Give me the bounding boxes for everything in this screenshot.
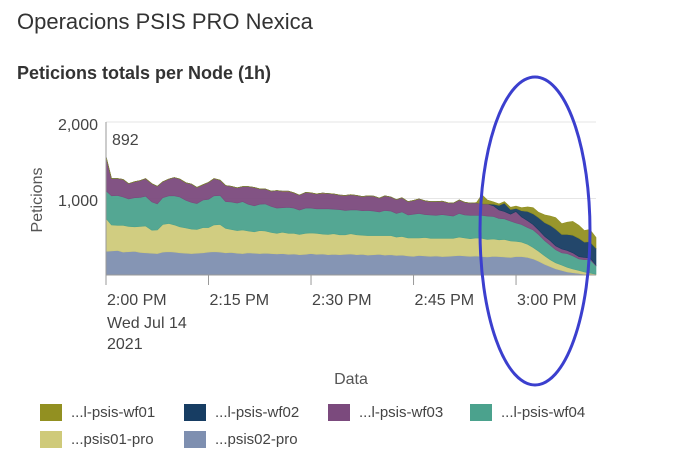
legend-swatch-wf04	[470, 404, 492, 421]
legend-swatch-psis02	[184, 431, 206, 448]
legend-label-wf03: ...l-psis-wf03	[359, 404, 444, 421]
legend-item-psis01[interactable]: ...psis01-pro	[40, 431, 154, 448]
highlight-ellipse	[478, 75, 592, 387]
legend-item-wf04[interactable]: ...l-psis-wf04	[470, 404, 585, 421]
legend-swatch-wf03	[328, 404, 350, 421]
legend-label-psis02: ...psis02-pro	[215, 431, 298, 448]
x-axis-label: Data	[334, 371, 368, 388]
y-tick-label-2000: 2,000	[58, 117, 98, 134]
x-tick-label-3: 2:45 PM	[415, 292, 475, 309]
x-tick-label-4: 3:00 PM	[517, 292, 577, 309]
legend-swatch-wf01	[40, 404, 62, 421]
chart-areas[interactable]	[105, 156, 597, 276]
dashboard-title: Operacions PSIS PRO Nexica	[17, 9, 313, 34]
chart-title: Peticions totals per Node (1h)	[17, 63, 272, 83]
legend-label-wf01: ...l-psis-wf01	[71, 404, 156, 421]
legend-swatch-psis01	[40, 431, 62, 448]
legend-item-wf01[interactable]: ...l-psis-wf01	[40, 404, 155, 421]
legend-item-psis02[interactable]: ...psis02-pro	[184, 431, 298, 448]
legend-label-psis01: ...psis01-pro	[71, 431, 154, 448]
chart-axes	[105, 122, 596, 285]
x-tick-label-0: 2:00 PM	[107, 292, 167, 309]
legend-label-wf02: ...l-psis-wf02	[215, 404, 300, 421]
x-date-label-year: 2021	[107, 336, 143, 353]
x-tick-label-1: 2:15 PM	[210, 292, 270, 309]
legend-item-wf03[interactable]: ...l-psis-wf03	[328, 404, 443, 421]
x-tick-label-2: 2:30 PM	[312, 292, 372, 309]
stacked-area-chart[interactable]: 2,000 1,000 Peticions 892 2:00 PM 2:15 PM…	[0, 0, 684, 400]
y-axis-label: Peticions	[29, 168, 46, 233]
area-series-5[interactable]	[105, 156, 597, 249]
hover-value-readout: 892	[112, 132, 139, 149]
y-tick-label-1000: 1,000	[58, 193, 98, 210]
legend-item-wf02[interactable]: ...l-psis-wf02	[184, 404, 299, 421]
x-date-label-day: Wed Jul 14	[107, 315, 187, 332]
legend-label-wf04: ...l-psis-wf04	[501, 404, 586, 421]
legend-swatch-wf02	[184, 404, 206, 421]
x-tick-labels: 2:00 PM 2:15 PM 2:30 PM 2:45 PM 3:00 PM	[107, 292, 577, 309]
